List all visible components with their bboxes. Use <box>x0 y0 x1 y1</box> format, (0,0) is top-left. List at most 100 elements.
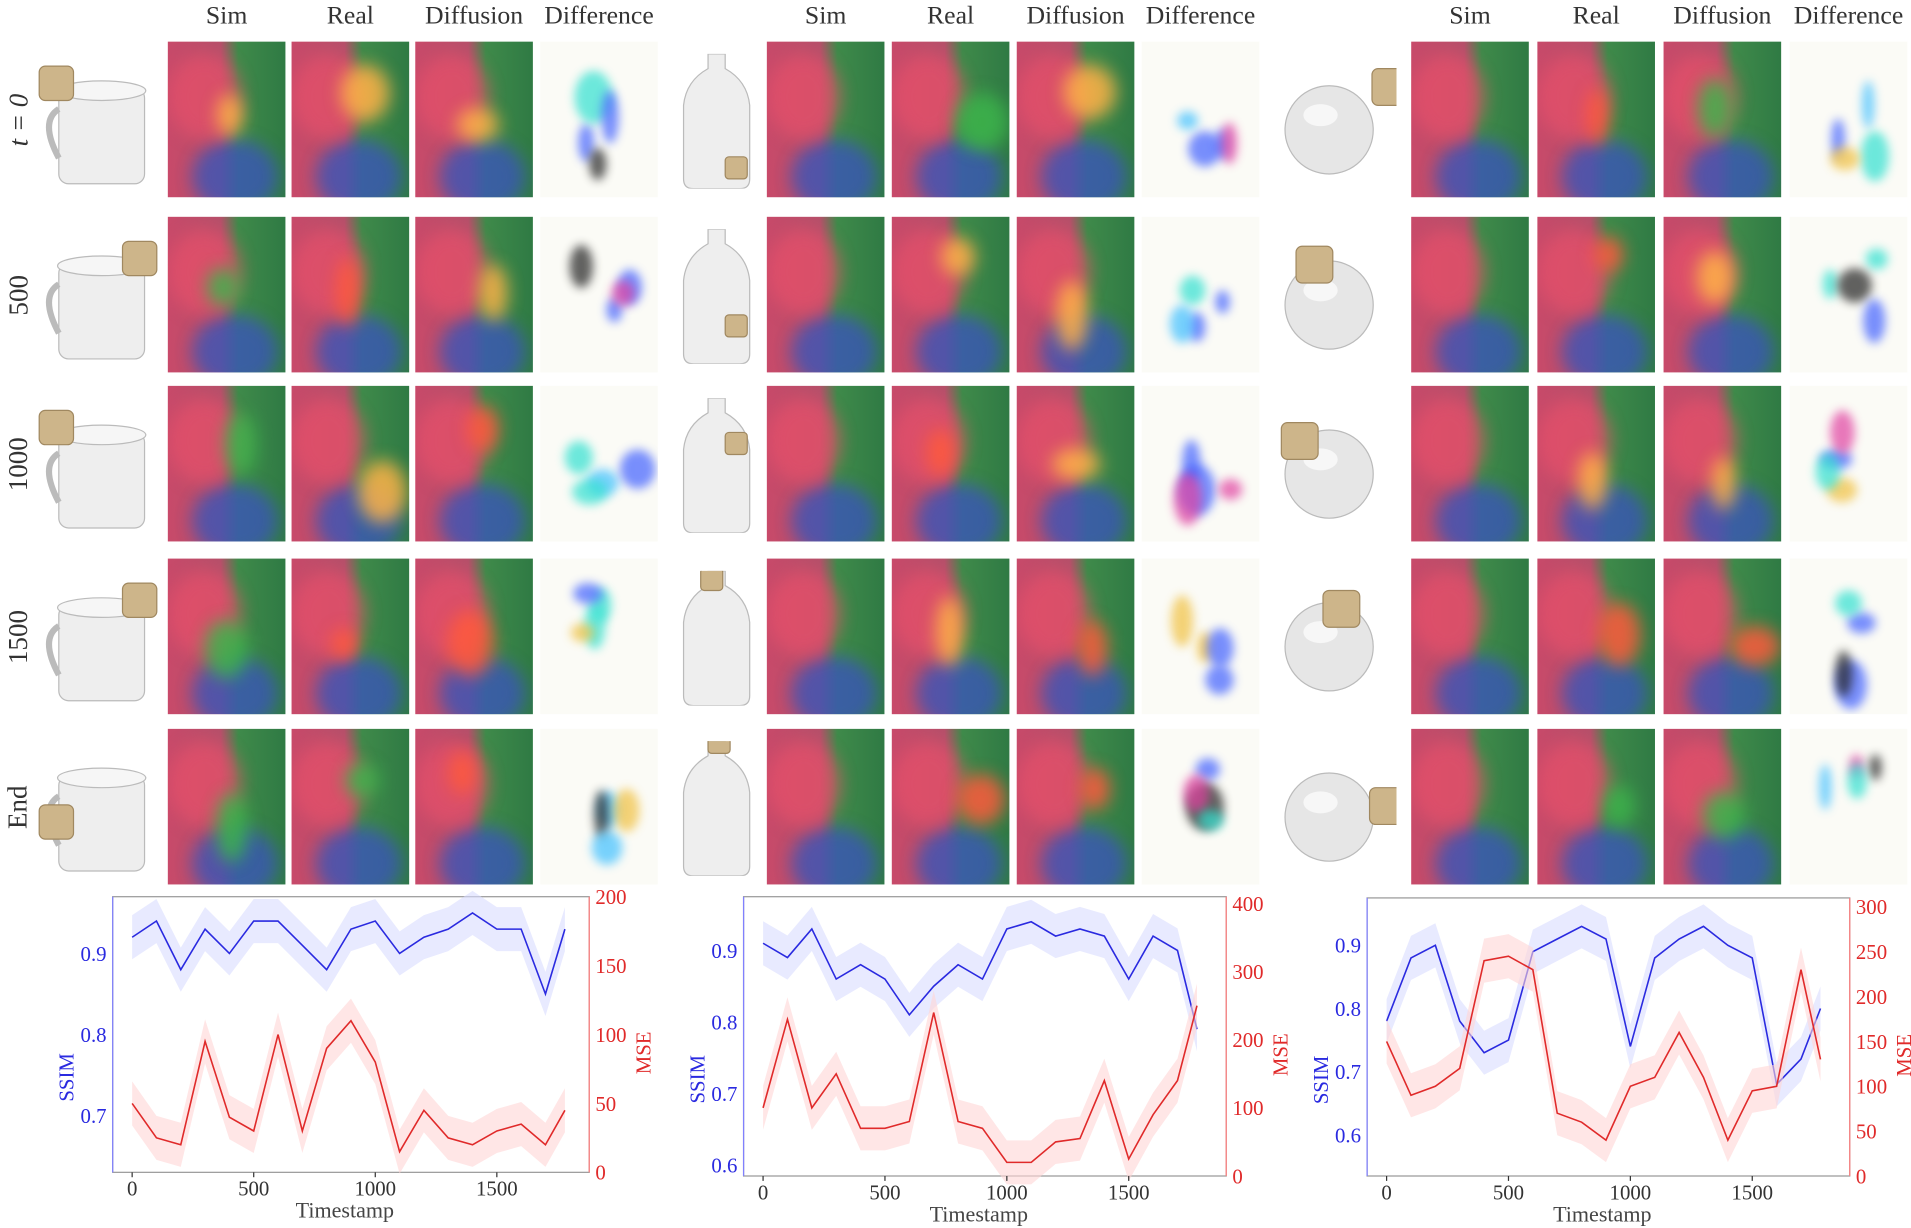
diffusion-image <box>1663 385 1782 542</box>
x-tick-label: 500 <box>869 1180 900 1204</box>
difference-blob <box>1863 298 1886 344</box>
bottle-object-render <box>671 228 794 365</box>
ssim-raw-band <box>132 890 565 1017</box>
blue-floor-blob <box>1561 826 1648 885</box>
blue-floor-blob <box>1041 139 1127 198</box>
diffusion-image <box>415 41 533 198</box>
ball-object-render <box>1274 54 1410 189</box>
difference-blob <box>1205 665 1234 695</box>
blue-floor-blob <box>192 314 279 373</box>
difference-blob <box>1177 111 1198 130</box>
ssim-tick-label: 0.7 <box>1335 1060 1361 1084</box>
mse-line <box>131 1019 566 1154</box>
blue-floor-blob <box>1561 314 1648 373</box>
difference-blob <box>1215 290 1231 314</box>
real-image <box>291 558 410 715</box>
mse-tick-label: 100 <box>595 1023 626 1047</box>
difference-blob <box>573 583 603 604</box>
contact-blob <box>941 237 976 276</box>
contact-blob <box>216 94 243 136</box>
sim-image <box>766 728 885 885</box>
diffusion-image <box>1663 216 1782 373</box>
ssim-tick-label: 0.8 <box>81 1023 107 1047</box>
blue-floor-blob <box>439 139 526 198</box>
ssim-raw-band <box>763 899 1197 1052</box>
column-header-sim: Sim <box>1449 0 1491 30</box>
column-header-real: Real <box>1572 0 1620 30</box>
row-label-text: 500 <box>2 274 34 315</box>
x-tick-label: 0 <box>1381 1180 1391 1204</box>
x-axis-label: Timestamp <box>296 1198 394 1223</box>
red-glow-blob <box>1537 741 1611 827</box>
ssim-line <box>1385 925 1822 1087</box>
ball-object-render <box>1274 229 1397 364</box>
mse-raw-band <box>763 983 1197 1185</box>
mse-raw-band <box>1386 934 1821 1163</box>
blue-floor-blob <box>1041 483 1127 542</box>
mse-raw-band <box>132 998 565 1174</box>
blue-floor-blob <box>791 139 878 198</box>
plot-frame <box>742 896 1227 1177</box>
contact-blob <box>1577 452 1608 510</box>
difference-blob <box>1195 757 1221 781</box>
red-glow-blob <box>891 53 966 140</box>
difference-image <box>1141 385 1260 542</box>
ball-icon <box>1284 245 1374 350</box>
contact-blob <box>1080 768 1110 810</box>
sim-image <box>1411 728 1529 885</box>
row-label: 1500 <box>0 559 37 715</box>
cup-icon <box>38 409 147 529</box>
cup-object-render <box>37 54 160 189</box>
difference-blob <box>592 831 623 866</box>
difference-image <box>1141 728 1260 885</box>
difference-image <box>1141 41 1260 198</box>
sim-image <box>766 558 885 715</box>
contact-blob <box>1585 88 1609 146</box>
cup-object-render <box>37 571 160 706</box>
difference-blob <box>1866 248 1888 270</box>
contact-blob <box>1696 250 1734 305</box>
blue-floor-blob <box>439 314 526 373</box>
diffusion-image <box>415 558 533 715</box>
real-image <box>291 216 410 373</box>
contact-blob <box>357 461 407 524</box>
row-label: 1000 <box>0 386 37 542</box>
blue-floor-blob <box>439 483 526 542</box>
ball-icon <box>1284 772 1407 862</box>
ssim-tick-label: 0.8 <box>711 1010 737 1034</box>
contact-blob <box>1596 603 1641 667</box>
difference-image <box>540 385 658 542</box>
mse-axis-label: MSE <box>631 1031 655 1074</box>
difference-blob <box>1183 774 1210 813</box>
sim-image <box>1411 558 1529 715</box>
x-tick-label: 500 <box>238 1177 269 1201</box>
row-label-text: t = 0 <box>2 93 34 146</box>
x-tick-label: 1000 <box>354 1177 396 1201</box>
ball-object-render <box>1274 398 1397 533</box>
blue-floor-blob <box>1435 314 1522 373</box>
ball-object-render <box>1274 741 1407 876</box>
ssim-tick-label: 0.9 <box>81 942 107 966</box>
x-tick-label: 1000 <box>986 1180 1028 1204</box>
red-glow-blob <box>1411 398 1485 484</box>
ssim-raw-band <box>1386 904 1821 1107</box>
red-glow-blob <box>291 398 366 484</box>
contact-blob <box>206 268 240 306</box>
blue-floor-blob <box>192 139 279 198</box>
red-glow-blob <box>1016 741 1091 827</box>
row-label-text: 1000 <box>2 436 34 491</box>
row-label: t = 0 <box>0 42 37 198</box>
red-glow-blob <box>766 741 841 827</box>
mse-tick-label: 300 <box>1232 960 1263 984</box>
contact-blob <box>335 256 360 327</box>
blue-floor-blob <box>1688 656 1774 715</box>
column-header-diffusion: Diffusion <box>1673 0 1772 30</box>
blue-floor-blob <box>791 656 878 715</box>
cup-icon <box>45 582 158 702</box>
red-glow-blob <box>1663 570 1738 657</box>
blue-floor-blob <box>916 656 1003 715</box>
sim-image <box>766 385 885 542</box>
blue-floor-blob <box>316 139 402 198</box>
difference-blob <box>1198 810 1224 831</box>
difference-blob <box>601 90 619 144</box>
